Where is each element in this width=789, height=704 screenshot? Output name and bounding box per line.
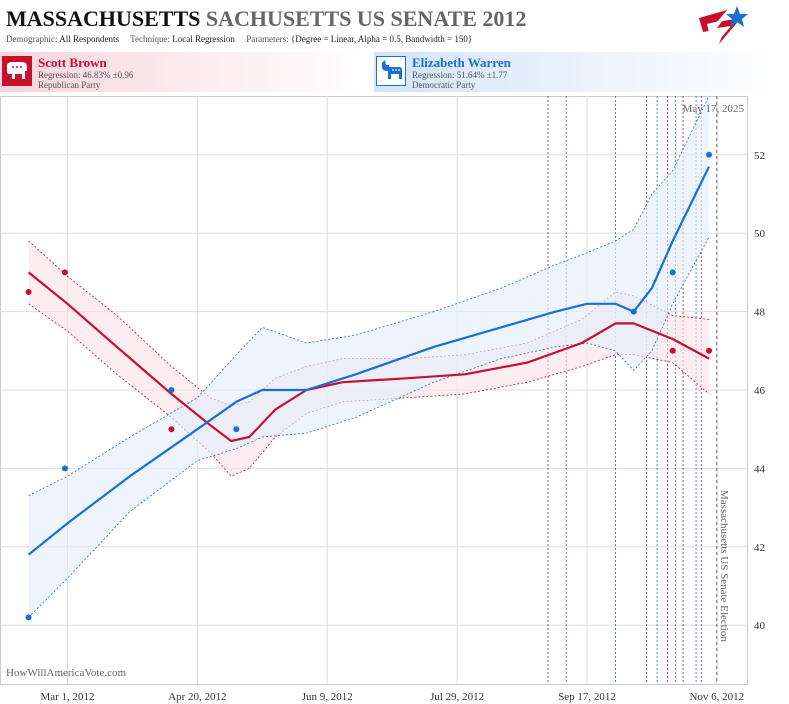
header: MASSACHUSETTS SACHUSETTS US SENATE 2012 … [0, 0, 789, 50]
technique-value: Local Regression [172, 34, 235, 44]
poll-point-dem [669, 269, 676, 276]
regression-value: Regression: 51.64% ±1.77 [412, 70, 508, 80]
watermark: HowWillAmericaVote.com [6, 667, 126, 679]
parameters-value: {Degree = Linear, Alpha = 0.5, Bandwidth… [290, 34, 473, 44]
elephant-icon [2, 56, 32, 86]
poll-point-dem [630, 308, 637, 315]
party-name: Democratic Party [412, 80, 476, 90]
poll-point-rep [61, 269, 68, 276]
page-title: MASSACHUSETTS SACHUSETTS US SENATE 2012 [6, 6, 526, 32]
demographic-value: All Respondents [59, 34, 119, 44]
x-tick-label: Jul 29, 2012 [430, 691, 484, 703]
y-tick-label: 52 [754, 150, 765, 162]
x-tick-label: Sep 17, 2012 [558, 691, 616, 703]
title-state: MASSACHUSETTS [6, 6, 201, 31]
candidate-name: Elizabeth Warren [412, 55, 511, 70]
poll-point-rep [168, 426, 175, 433]
donkey-icon [376, 56, 406, 86]
election-label: Massachusetts US Senate Election [718, 490, 730, 642]
title-race: SACHUSETTS US SENATE 2012 [205, 6, 527, 31]
candidate-card-scott-brown: Scott Brown Regression: 46.83% ±0.96 Rep… [0, 52, 372, 92]
candidate-name: Scott Brown [38, 55, 107, 70]
y-tick-label: 44 [754, 463, 766, 475]
trend-line-rep [27, 271, 710, 443]
trend-line-dem [27, 166, 710, 556]
regression-value: Regression: 46.83% ±0.96 [38, 70, 134, 80]
poll-point-dem [706, 151, 713, 158]
date-annotation: May 17, 2025 [683, 103, 745, 115]
poll-point-dem [25, 614, 32, 621]
y-tick-label: 40 [754, 620, 766, 632]
x-tick-label: Apr 20, 2012 [168, 691, 226, 703]
demographic-label: Demographic: [6, 34, 58, 44]
lower-bound-dem [28, 236, 710, 618]
poll-point-rep [706, 347, 713, 354]
x-tick-label: Jun 9, 2012 [302, 691, 353, 703]
x-tick-label: Mar 1, 2012 [40, 691, 94, 703]
poll-point-dem [233, 426, 240, 433]
parameters-label: Parameters: [246, 34, 289, 44]
candidate-card-elizabeth-warren: Elizabeth Warren Regression: 51.64% ±1.7… [374, 52, 789, 92]
upper-bound-dem [28, 96, 710, 497]
confidence-band-dem [28, 96, 710, 618]
poll-point-dem [61, 465, 68, 472]
y-tick-label: 48 [754, 307, 766, 319]
y-tick-label: 42 [754, 542, 765, 554]
x-tick-label: Nov 6, 2012 [689, 691, 744, 703]
site-logo-icon [699, 6, 748, 44]
poll-regression-chart: 40 42 44 46 48 50 52 Mar 1, 2012 Apr 20, 2012 Jun… [0, 96, 766, 703]
party-name: Republican Party [38, 80, 101, 90]
y-tick-label: 46 [754, 385, 766, 397]
poll-point-rep [669, 347, 676, 354]
y-tick-label: 50 [754, 228, 766, 240]
technique-label: Technique: [130, 34, 170, 44]
poll-point-dem [168, 387, 175, 393]
poll-point-rep [25, 289, 32, 295]
parameters-line: Demographic: All Respondents Technique: … [6, 34, 472, 44]
